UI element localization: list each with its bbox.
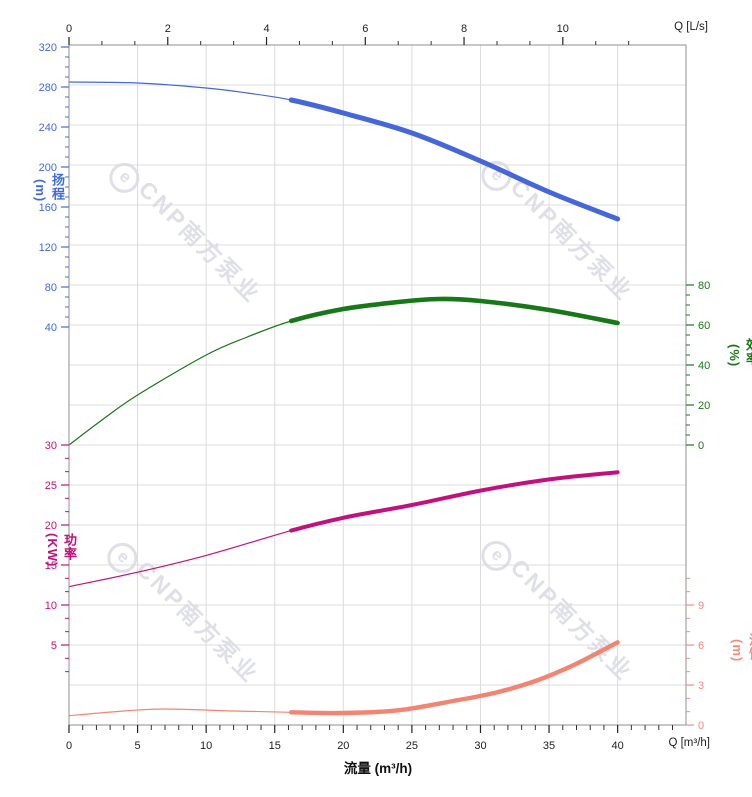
tick-label: 2 [165, 23, 171, 35]
tick-label: 3 [698, 680, 704, 692]
tick-label: 25 [406, 740, 418, 752]
tick-label: 10 [45, 600, 57, 612]
efficiency-axis-title-text: 效率 [744, 338, 752, 367]
tick-label: 8 [461, 23, 467, 35]
tick-label: 0 [698, 440, 704, 452]
tick-label: 40 [612, 740, 624, 752]
head-axis-unit: (m) [33, 179, 48, 203]
power-axis-unit: (KW) [45, 533, 60, 568]
tick-label: 6 [362, 23, 368, 35]
head-curve-thin [68, 81, 292, 101]
tick-label: 30 [474, 740, 486, 752]
tick-label: 60 [698, 320, 710, 332]
tick-label: 160 [39, 202, 57, 214]
grid-layer [69, 45, 686, 725]
tick-label: 5 [51, 640, 57, 652]
power-axis-title: 功率 (KW) [44, 526, 78, 568]
tick-label: 10 [557, 23, 569, 35]
efficiency-curve-thin [68, 320, 292, 446]
head-curve [288, 97, 621, 222]
tick-label: 200 [39, 162, 57, 174]
tick-label: 120 [39, 242, 57, 254]
tick-label: 5 [135, 740, 141, 752]
tick-label: 15 [45, 560, 57, 572]
efficiency-curve [288, 296, 620, 326]
tick-label: 80 [45, 282, 57, 294]
tick-label: 20 [698, 400, 710, 412]
tick-label: 0 [66, 23, 72, 35]
tick-label: 0 [66, 740, 72, 752]
tick-label: 20 [337, 740, 349, 752]
npsh-axis-title: 汽蚀 (m) [729, 632, 752, 662]
tick-label: 20 [45, 520, 57, 532]
axes-layer: 0 2 4 6 8 100 5 10 15 20 25 30 35 4032028024020016012… [39, 23, 711, 752]
tick-label: 280 [39, 82, 57, 94]
tick-label: 35 [543, 740, 555, 752]
tick-label: 15 [269, 740, 281, 752]
tick-label: 4 [263, 23, 269, 35]
tick-label: 320 [39, 42, 57, 54]
npsh-curve-thin [68, 708, 292, 717]
tick-label: 80 [698, 280, 710, 292]
npsh-axis-title-text: 汽蚀 [747, 633, 752, 662]
npsh-axis-unit: (m) [730, 639, 745, 663]
curves-layer [68, 81, 621, 717]
tick-label: 25 [45, 480, 57, 492]
power-curve-thin [68, 530, 292, 588]
tick-label: 240 [39, 122, 57, 134]
bottom-axis-unit-label: Q [m³/h] [668, 737, 710, 749]
tick-label: 40 [45, 322, 57, 334]
power-curve [289, 470, 620, 533]
efficiency-axis-title: 效率 (%) [726, 337, 752, 367]
tick-label: 40 [698, 360, 710, 372]
top-axis-unit-label: Q [L/s] [674, 21, 708, 33]
power-axis-title-text: 功率 [62, 532, 77, 561]
head-axis-title: 扬程 (m) [32, 172, 66, 202]
tick-label: 0 [698, 720, 704, 732]
plot-frame [68, 44, 687, 726]
flow-axis-title: 流量 (m³/h) [343, 761, 413, 776]
head-axis-title-text: 扬程 [50, 173, 65, 202]
tick-label: 30 [45, 440, 57, 452]
tick-label: 10 [200, 740, 212, 752]
npsh-curve [289, 640, 620, 716]
efficiency-axis-unit: (%) [727, 344, 742, 368]
tick-label: 9 [698, 600, 704, 612]
tick-label: 6 [698, 640, 704, 652]
